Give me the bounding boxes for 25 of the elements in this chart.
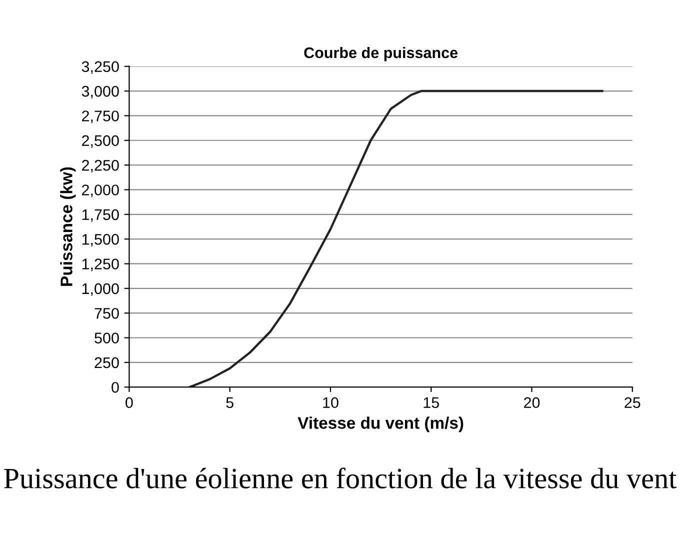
- x-tick-label: 10: [323, 397, 338, 408]
- y-tick-label: 250: [94, 357, 119, 368]
- y-tick-label: 3,250: [82, 61, 119, 74]
- x-tick-label: 0: [126, 397, 133, 408]
- y-tick-label: 2,750: [82, 110, 119, 124]
- x-tick-label: 5: [226, 397, 234, 408]
- y-tick-label: 1,000: [82, 283, 119, 296]
- y-tick-label: 500: [94, 332, 119, 344]
- y-tick-label: 2,500: [82, 135, 119, 148]
- y-tick-label: 1,750: [82, 209, 119, 222]
- y-axis-title: Puissance (kw): [60, 167, 76, 286]
- y-tick-label: 2,250: [82, 160, 119, 173]
- x-tick-label: 25: [624, 397, 640, 408]
- x-tick-label: 20: [524, 397, 540, 408]
- y-tick-label: 0: [112, 382, 119, 393]
- y-tick-label: 1,250: [82, 258, 119, 272]
- text: Puissance d'une éolienne en fonction de la vitesse du vent: [4, 468, 677, 488]
- y-tick-label: 3,000: [82, 86, 119, 99]
- line-series: [188, 90, 604, 388]
- x-tick-label: 15: [424, 397, 439, 408]
- chart-title: Courbe de puissance: [304, 46, 458, 62]
- y-tick-label: 2,000: [82, 184, 119, 198]
- y-tick-label: 750: [94, 308, 119, 319]
- x-axis-title: Vitesse du vent (m/s): [298, 416, 464, 432]
- y-tick-label: 1,500: [82, 234, 119, 247]
